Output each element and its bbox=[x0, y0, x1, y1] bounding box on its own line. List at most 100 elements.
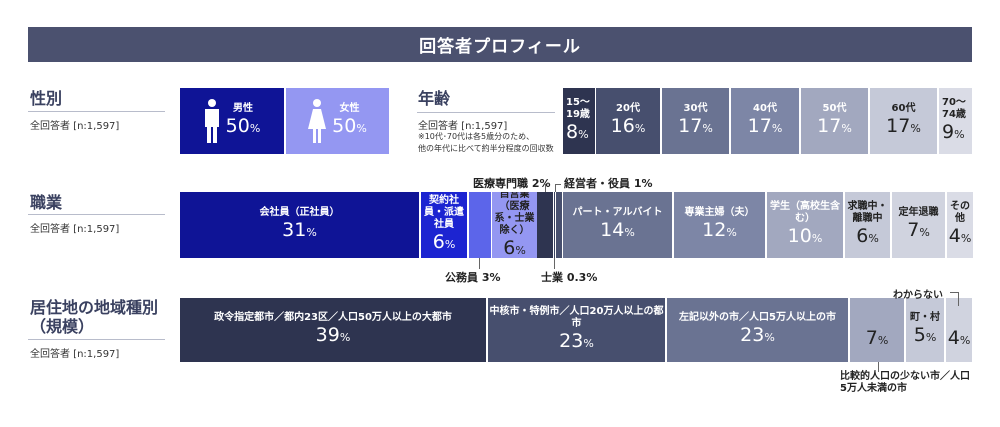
segment-value: 39 bbox=[315, 323, 340, 346]
bar-segment: 求職中・離職中 6% bbox=[845, 192, 890, 258]
callout-medical: 医療専門職 2% bbox=[473, 177, 551, 190]
percent-sign: % bbox=[868, 231, 879, 245]
segment-label: パート・アルバイト bbox=[572, 206, 663, 218]
bar-segment: 70〜74歳 9% bbox=[939, 88, 972, 154]
percent-sign: % bbox=[356, 121, 367, 135]
percent-sign: % bbox=[910, 121, 921, 135]
segment-label: 定年退職 bbox=[898, 206, 939, 218]
bar-segment bbox=[537, 192, 553, 258]
bar-segment: 15〜19歳 8% bbox=[563, 88, 595, 154]
residence-title-sub: （規模） bbox=[30, 317, 95, 336]
percent-sign: % bbox=[960, 231, 972, 245]
segment-value: 7 bbox=[865, 327, 878, 349]
segment-label: 契約社員・派遣社員 bbox=[424, 194, 464, 230]
percent-sign: % bbox=[877, 334, 889, 347]
age-respondents: 全回答者 [n:1,597] bbox=[418, 121, 508, 132]
divider bbox=[28, 214, 165, 215]
bar-segment: 自営業（医療系・士業除く） 6% bbox=[492, 192, 537, 258]
bar-segment: 50代 17% bbox=[801, 88, 868, 154]
segment-label: 30代 bbox=[683, 102, 708, 114]
bar-segment: 専業主婦（夫） 12% bbox=[674, 192, 765, 258]
segment-label: 自営業（医療系・士業除く） bbox=[494, 192, 535, 236]
segment-value: 17 bbox=[817, 114, 842, 137]
segment-value: 14 bbox=[600, 218, 625, 241]
bar-segment: 30代 17% bbox=[662, 88, 729, 154]
percent-sign: % bbox=[959, 334, 971, 347]
bar-segment bbox=[469, 192, 491, 258]
occupation-title: 職業 bbox=[30, 193, 63, 212]
segment-value: 17 bbox=[886, 114, 911, 137]
bar-segment: 40代 17% bbox=[731, 88, 799, 154]
callout-professional: 士業 0.3% bbox=[541, 271, 598, 284]
bar-segment bbox=[556, 192, 562, 258]
percent-sign: % bbox=[919, 225, 930, 239]
age-title: 年齢 bbox=[418, 89, 451, 108]
female-icon bbox=[308, 99, 327, 143]
divider bbox=[417, 112, 555, 113]
age-note: 他の年代に比べて約半分程度の回収数 bbox=[418, 144, 554, 153]
percent-sign: % bbox=[841, 121, 852, 135]
segment-label: 男性 bbox=[232, 102, 253, 114]
percent-sign: % bbox=[726, 225, 737, 239]
segment-label: 専業主婦（夫） bbox=[684, 206, 755, 218]
segment-label: その他 bbox=[950, 200, 970, 224]
bar-segment: 定年退職 7% bbox=[892, 192, 945, 258]
bar-segment: 町・村 5% bbox=[906, 298, 944, 362]
gender-male-segment: 男性 50% bbox=[180, 88, 284, 154]
bar-segment: 4% bbox=[946, 298, 972, 362]
divider bbox=[28, 111, 165, 112]
bar-segment bbox=[554, 192, 555, 258]
segment-value: 12 bbox=[702, 218, 727, 241]
segment-label: 15〜19歳 bbox=[566, 96, 590, 120]
leader-line bbox=[545, 184, 546, 192]
age-note: ※10代･70代は各5歳分のため、 bbox=[418, 132, 535, 141]
leader-line bbox=[950, 292, 959, 293]
percent-sign: % bbox=[702, 121, 713, 135]
percent-sign: % bbox=[925, 330, 937, 344]
percent-sign: % bbox=[578, 127, 589, 141]
segment-label: 20代 bbox=[616, 102, 640, 114]
percent-sign: % bbox=[771, 121, 783, 135]
leader-line bbox=[555, 184, 561, 185]
segment-value: 31 bbox=[282, 218, 307, 241]
percent-sign: % bbox=[764, 330, 775, 344]
percent-sign: % bbox=[306, 225, 317, 239]
bar-segment: その他 4% bbox=[947, 192, 973, 258]
segment-label: 60代 bbox=[891, 102, 916, 114]
segment-value: 5 bbox=[913, 323, 926, 346]
segment-value: 23 bbox=[559, 329, 584, 352]
percent-sign: % bbox=[444, 237, 456, 251]
segment-value: 50 bbox=[225, 114, 250, 137]
segment-label: 40代 bbox=[753, 102, 777, 114]
residence-respondents: 全回答者 [n:1,597] bbox=[30, 349, 120, 360]
segment-label: 町・村 bbox=[910, 311, 940, 323]
segment-label: 70〜74歳 bbox=[942, 96, 966, 120]
segment-label: 会社員（正社員） bbox=[259, 206, 340, 218]
segment-value: 7 bbox=[907, 218, 920, 241]
percent-sign: % bbox=[954, 127, 965, 141]
gender-female-segment: 女性 50% bbox=[286, 88, 389, 154]
percent-sign: % bbox=[811, 231, 823, 245]
bar-segment: 20代 16% bbox=[596, 88, 660, 154]
leader-line bbox=[958, 292, 959, 306]
bar-segment: 契約社員・派遣社員 6% bbox=[421, 192, 467, 258]
percent-sign: % bbox=[515, 243, 526, 257]
callout-civil-servant: 公務員 3% bbox=[445, 271, 501, 284]
segment-value: 6 bbox=[432, 230, 445, 253]
segment-value: 17 bbox=[747, 114, 772, 137]
segment-label: 政令指定都市／都内23区／人口50万人以上の大都市 bbox=[214, 311, 452, 323]
segment-value: 23 bbox=[740, 323, 765, 346]
segment-value: 10 bbox=[787, 224, 812, 247]
percent-sign: % bbox=[339, 330, 351, 344]
segment-value: 6 bbox=[856, 224, 869, 247]
leader-line bbox=[554, 258, 555, 269]
page-title: 回答者プロフィール bbox=[28, 27, 972, 62]
segment-label: 50代 bbox=[822, 102, 847, 114]
segment-value: 50 bbox=[332, 114, 357, 137]
segment-label: 中核市・特例市／人口20万人以上の都市 bbox=[489, 305, 664, 329]
bar-segment: 60代 17% bbox=[870, 88, 937, 154]
segment-value: 16 bbox=[610, 114, 635, 137]
segment-value: 6 bbox=[503, 236, 516, 259]
callout-unknown: わからない bbox=[893, 290, 943, 301]
segment-label: 左記以外の市／人口5万人以上の市 bbox=[679, 311, 836, 323]
